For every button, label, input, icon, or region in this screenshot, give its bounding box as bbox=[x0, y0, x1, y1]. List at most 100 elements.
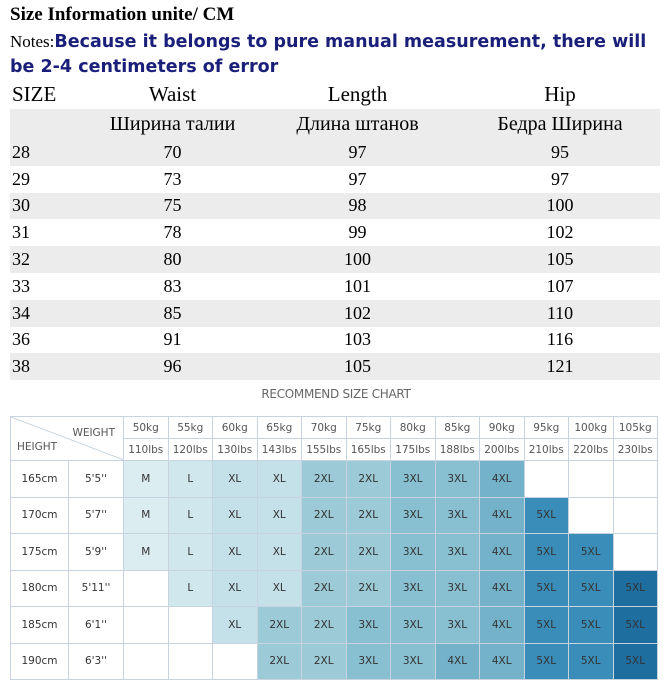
height-row: 190cm 6'3'' 2XL 2XL 3XL 3XL 4XL 4XL 5XL 5XL 5XL bbox=[10, 642, 658, 680]
waist-cell: 83 bbox=[163, 275, 182, 296]
height-cm-cell: 185cm bbox=[10, 606, 69, 644]
size-recommend-cell: 3XL bbox=[345, 606, 391, 644]
hip-cell: 110 bbox=[460, 299, 660, 327]
size-recommend-cell bbox=[568, 496, 614, 534]
height-row: 175cm 5'9'' M L XL XL 2XL 2XL 3XL 3XL 4XL 5XL 5XL bbox=[10, 533, 658, 571]
size-recommend-cell: XL bbox=[212, 460, 258, 498]
size-recommend-cell bbox=[612, 533, 658, 571]
size-cell: 28 bbox=[10, 139, 90, 166]
size-cell: 32 bbox=[10, 246, 90, 273]
waist-cell: 96 bbox=[90, 353, 255, 381]
size-table-subheader: Ширина талии Длина штанов Бедра Ширина bbox=[10, 109, 660, 139]
length-cell: 105 bbox=[255, 353, 460, 381]
weight-lbs-cell: 230lbs bbox=[612, 438, 658, 461]
height-ft-cell: 6'3'' bbox=[68, 642, 124, 680]
size-recommend-cell: XL bbox=[256, 569, 302, 607]
weight-kg-cell: 85kg bbox=[434, 416, 480, 439]
table-row: 33 83 101 107 bbox=[10, 273, 660, 300]
waist-cell: 73 bbox=[163, 168, 182, 189]
subheader-length: Длина штанов bbox=[255, 109, 460, 139]
recommend-title: RECOMMEND SIZE CHART bbox=[261, 387, 411, 401]
size-cell: 38 bbox=[10, 353, 90, 381]
table-row: 28 70 97 95 bbox=[10, 139, 660, 166]
height-row: 185cm 6'1'' XL 2XL 2XL 3XL 3XL 3XL 4XL 5XL 5XL 5XL bbox=[10, 606, 658, 644]
length-cell: 102 bbox=[255, 299, 460, 327]
size-recommend-cell bbox=[123, 569, 169, 607]
height-label: HEIGHT bbox=[17, 441, 58, 453]
size-cell: 34 bbox=[10, 299, 90, 327]
weight-lbs-cell: 165lbs bbox=[345, 438, 391, 461]
size-recommend-cell: 5XL bbox=[523, 496, 569, 534]
size-recommend-cell: 3XL bbox=[434, 533, 480, 571]
size-recommend-cell: 4XL bbox=[434, 642, 480, 680]
table-row: 31 78 99 102 bbox=[10, 219, 660, 246]
hip-cell: 97 bbox=[551, 168, 569, 189]
height-ft-cell: 6'1'' bbox=[68, 606, 124, 644]
size-recommend-cell: 4XL bbox=[479, 642, 525, 680]
size-recommend-cell: 2XL bbox=[301, 460, 347, 498]
size-recommend-cell: 5XL bbox=[568, 569, 614, 607]
size-recommend-cell: 4XL bbox=[479, 606, 525, 644]
height-ft-cell: 5'7'' bbox=[68, 496, 124, 534]
size-recommend-cell: 2XL bbox=[345, 460, 391, 498]
weight-kg-cell: 65kg bbox=[256, 416, 302, 439]
size-recommend-cell: 5XL bbox=[568, 606, 614, 644]
size-recommend-cell: XL bbox=[212, 496, 258, 534]
size-recommend-cell: M bbox=[123, 460, 169, 498]
size-recommend-cell: L bbox=[167, 496, 213, 534]
size-recommend-cell: 2XL bbox=[301, 496, 347, 534]
size-recommend-cell bbox=[212, 642, 258, 680]
size-recommend-cell: 3XL bbox=[390, 460, 436, 498]
size-recommend-cell bbox=[612, 460, 658, 498]
size-recommend-cell: 3XL bbox=[390, 606, 436, 644]
size-recommend-cell: XL bbox=[256, 460, 302, 498]
height-cm-cell: 180cm bbox=[10, 569, 69, 607]
size-recommend-cell: 2XL bbox=[301, 642, 347, 680]
size-recommend-cell: 2XL bbox=[345, 533, 391, 571]
waist-cell: 80 bbox=[90, 246, 255, 273]
weight-kg-cell: 70kg bbox=[301, 416, 347, 439]
size-recommend-cell: 3XL bbox=[390, 533, 436, 571]
weight-kg-row: WEIGHT HEIGHT 50kg 55kg 60kg 65kg 70kg 75kg 80kg… bbox=[10, 416, 658, 461]
size-recommend-cell bbox=[568, 460, 614, 498]
height-cm-cell: 170cm bbox=[10, 496, 69, 534]
size-recommend-cell: 2XL bbox=[301, 569, 347, 607]
size-recommend-cell: 5XL bbox=[612, 642, 658, 680]
size-recommend-cell: L bbox=[167, 569, 213, 607]
weight-kg-cell: 60kg bbox=[212, 416, 258, 439]
weight-kg-cell: 90kg bbox=[479, 416, 525, 439]
size-recommend-cell bbox=[167, 606, 213, 644]
table-row: 29 73 97 97 bbox=[10, 166, 660, 193]
size-recommend-cell: 2XL bbox=[301, 606, 347, 644]
size-recommend-cell: 5XL bbox=[523, 606, 569, 644]
height-cm-cell: 190cm bbox=[10, 642, 69, 680]
size-recommend-cell: XL bbox=[212, 606, 258, 644]
hip-cell: 107 bbox=[546, 275, 574, 296]
weight-lbs-cell: 130lbs bbox=[212, 438, 258, 461]
waist-cell: 70 bbox=[90, 139, 255, 166]
waist-cell: 75 bbox=[90, 192, 255, 220]
hip-cell: 102 bbox=[546, 222, 574, 243]
size-recommend-cell: L bbox=[167, 533, 213, 571]
weight-lbs-cell: 120lbs bbox=[167, 438, 213, 461]
size-recommend-cell: XL bbox=[256, 533, 302, 571]
size-recommend-cell: M bbox=[123, 496, 169, 534]
subheader-hip: Бедра Ширина bbox=[460, 109, 660, 139]
header-waist: Waist bbox=[148, 82, 197, 106]
height-cm-cell: 175cm bbox=[10, 533, 69, 571]
size-recommend-cell: 3XL bbox=[434, 460, 480, 498]
height-row: 165cm 5'5'' M L XL XL 2XL 2XL 3XL 3XL 4XL bbox=[10, 460, 658, 498]
size-recommend-cell bbox=[123, 606, 169, 644]
notes-text: Because it belongs to pure manual measur… bbox=[10, 32, 647, 77]
size-recommend-cell: 4XL bbox=[479, 496, 525, 534]
size-cell: 29 bbox=[12, 168, 30, 189]
size-recommend-cell: 3XL bbox=[345, 642, 391, 680]
size-recommend-cell: 5XL bbox=[568, 533, 614, 571]
size-cell: 36 bbox=[12, 329, 30, 350]
height-ft-cell: 5'11'' bbox=[68, 569, 124, 607]
hip-cell: 121 bbox=[460, 353, 660, 381]
weight-lbs-cell: 210lbs bbox=[523, 438, 569, 461]
weight-kg-cell: 100kg bbox=[568, 416, 614, 439]
table-row: 38 96 105 121 bbox=[10, 353, 660, 381]
size-recommend-cell: XL bbox=[256, 496, 302, 534]
